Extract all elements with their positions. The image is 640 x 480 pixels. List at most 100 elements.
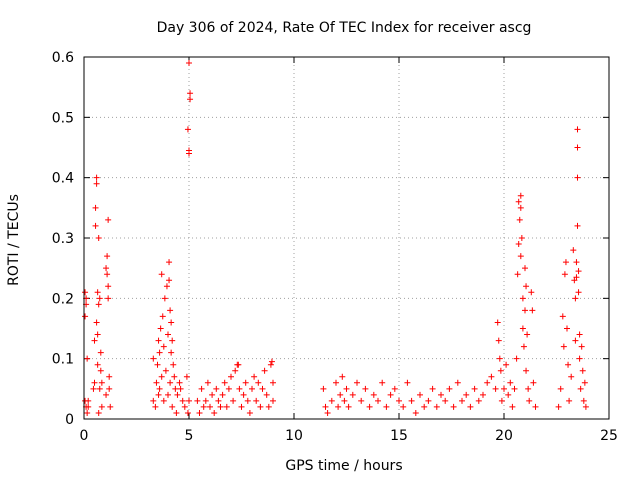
data-point [530, 379, 537, 386]
data-point [417, 391, 423, 398]
data-point [225, 385, 232, 392]
data-point [230, 397, 237, 404]
data-point [97, 367, 104, 374]
data-point [186, 147, 192, 154]
data-point [345, 403, 352, 410]
data-point [328, 397, 335, 404]
data-point [219, 391, 226, 398]
data-point [341, 397, 348, 404]
data-point [91, 337, 98, 344]
data-point [181, 403, 188, 410]
data-point [92, 222, 99, 229]
data-point [559, 313, 566, 320]
data-point [425, 397, 432, 404]
data-point [82, 313, 89, 320]
y-tick-labels: 0 0.1 0.2 0.3 0.4 0.5 0.6 [52, 50, 74, 428]
data-point [270, 379, 276, 386]
data-point [349, 391, 356, 398]
data-point [450, 403, 457, 410]
data-point [217, 403, 224, 410]
data-point [169, 337, 176, 344]
data-point [155, 391, 162, 398]
data-point [157, 325, 164, 332]
data-point [517, 192, 524, 199]
data-point [223, 403, 230, 410]
data-point [235, 361, 242, 368]
data-point [96, 385, 103, 392]
data-point [459, 397, 465, 404]
data-point [573, 259, 580, 266]
data-point [519, 325, 526, 332]
data-point [337, 391, 344, 398]
data-point [103, 391, 110, 398]
data-point [561, 271, 568, 278]
data-point [442, 397, 449, 404]
data-point [379, 379, 386, 386]
data-point [236, 385, 243, 392]
data-point [97, 349, 104, 356]
data-point [511, 385, 518, 392]
data-point [523, 283, 530, 290]
data-point [573, 274, 580, 281]
data-point [103, 265, 110, 272]
data-point [93, 180, 100, 187]
data-point [488, 373, 495, 380]
y-tick-label: 0.3 [52, 231, 74, 247]
data-point [261, 367, 268, 374]
data-point [198, 385, 205, 392]
data-point [524, 331, 531, 338]
data-point [570, 247, 577, 254]
data-point [581, 379, 588, 386]
y-tick-label: 0 [65, 412, 74, 428]
data-point [463, 391, 470, 398]
data-point [156, 385, 163, 392]
data-point [209, 391, 216, 398]
data-point [158, 373, 165, 380]
data-point [92, 204, 99, 211]
data-point [494, 319, 501, 326]
data-point [518, 235, 525, 241]
data-point [183, 373, 190, 380]
data-point [184, 409, 191, 416]
data-point [85, 403, 92, 410]
data-point [94, 361, 101, 368]
data-point [421, 403, 428, 410]
data-point [519, 295, 526, 302]
data-point [166, 259, 173, 266]
data-point [339, 373, 346, 380]
data-point [232, 367, 239, 374]
data-point [150, 397, 157, 404]
data-point [412, 409, 419, 416]
data-point [320, 385, 327, 392]
data-point [207, 403, 213, 410]
data-point [270, 397, 276, 404]
data-point [200, 403, 207, 410]
data-point [557, 385, 564, 392]
x-tick-label: 10 [285, 428, 303, 444]
data-point [105, 216, 112, 223]
data-point [194, 397, 201, 404]
data-point [150, 355, 157, 362]
data-point [526, 397, 533, 404]
data-point [484, 379, 491, 386]
data-point [503, 361, 510, 368]
data-point [169, 403, 176, 410]
x-axis-label: GPS time / hours [285, 458, 402, 474]
data-point [574, 222, 581, 229]
data-point [516, 216, 523, 223]
data-point [93, 174, 100, 181]
data-point [267, 361, 274, 368]
data-point [186, 60, 192, 67]
data-point [498, 397, 505, 404]
chart-grid [84, 57, 609, 419]
data-point [480, 391, 486, 398]
data-point [152, 403, 159, 410]
data-point [179, 397, 186, 404]
data-point [202, 397, 209, 404]
data-point [156, 349, 163, 356]
data-point [155, 337, 162, 344]
data-point [471, 385, 478, 392]
data-point [259, 385, 266, 392]
data-point [244, 397, 251, 404]
y-tick-label: 0.6 [52, 50, 74, 66]
